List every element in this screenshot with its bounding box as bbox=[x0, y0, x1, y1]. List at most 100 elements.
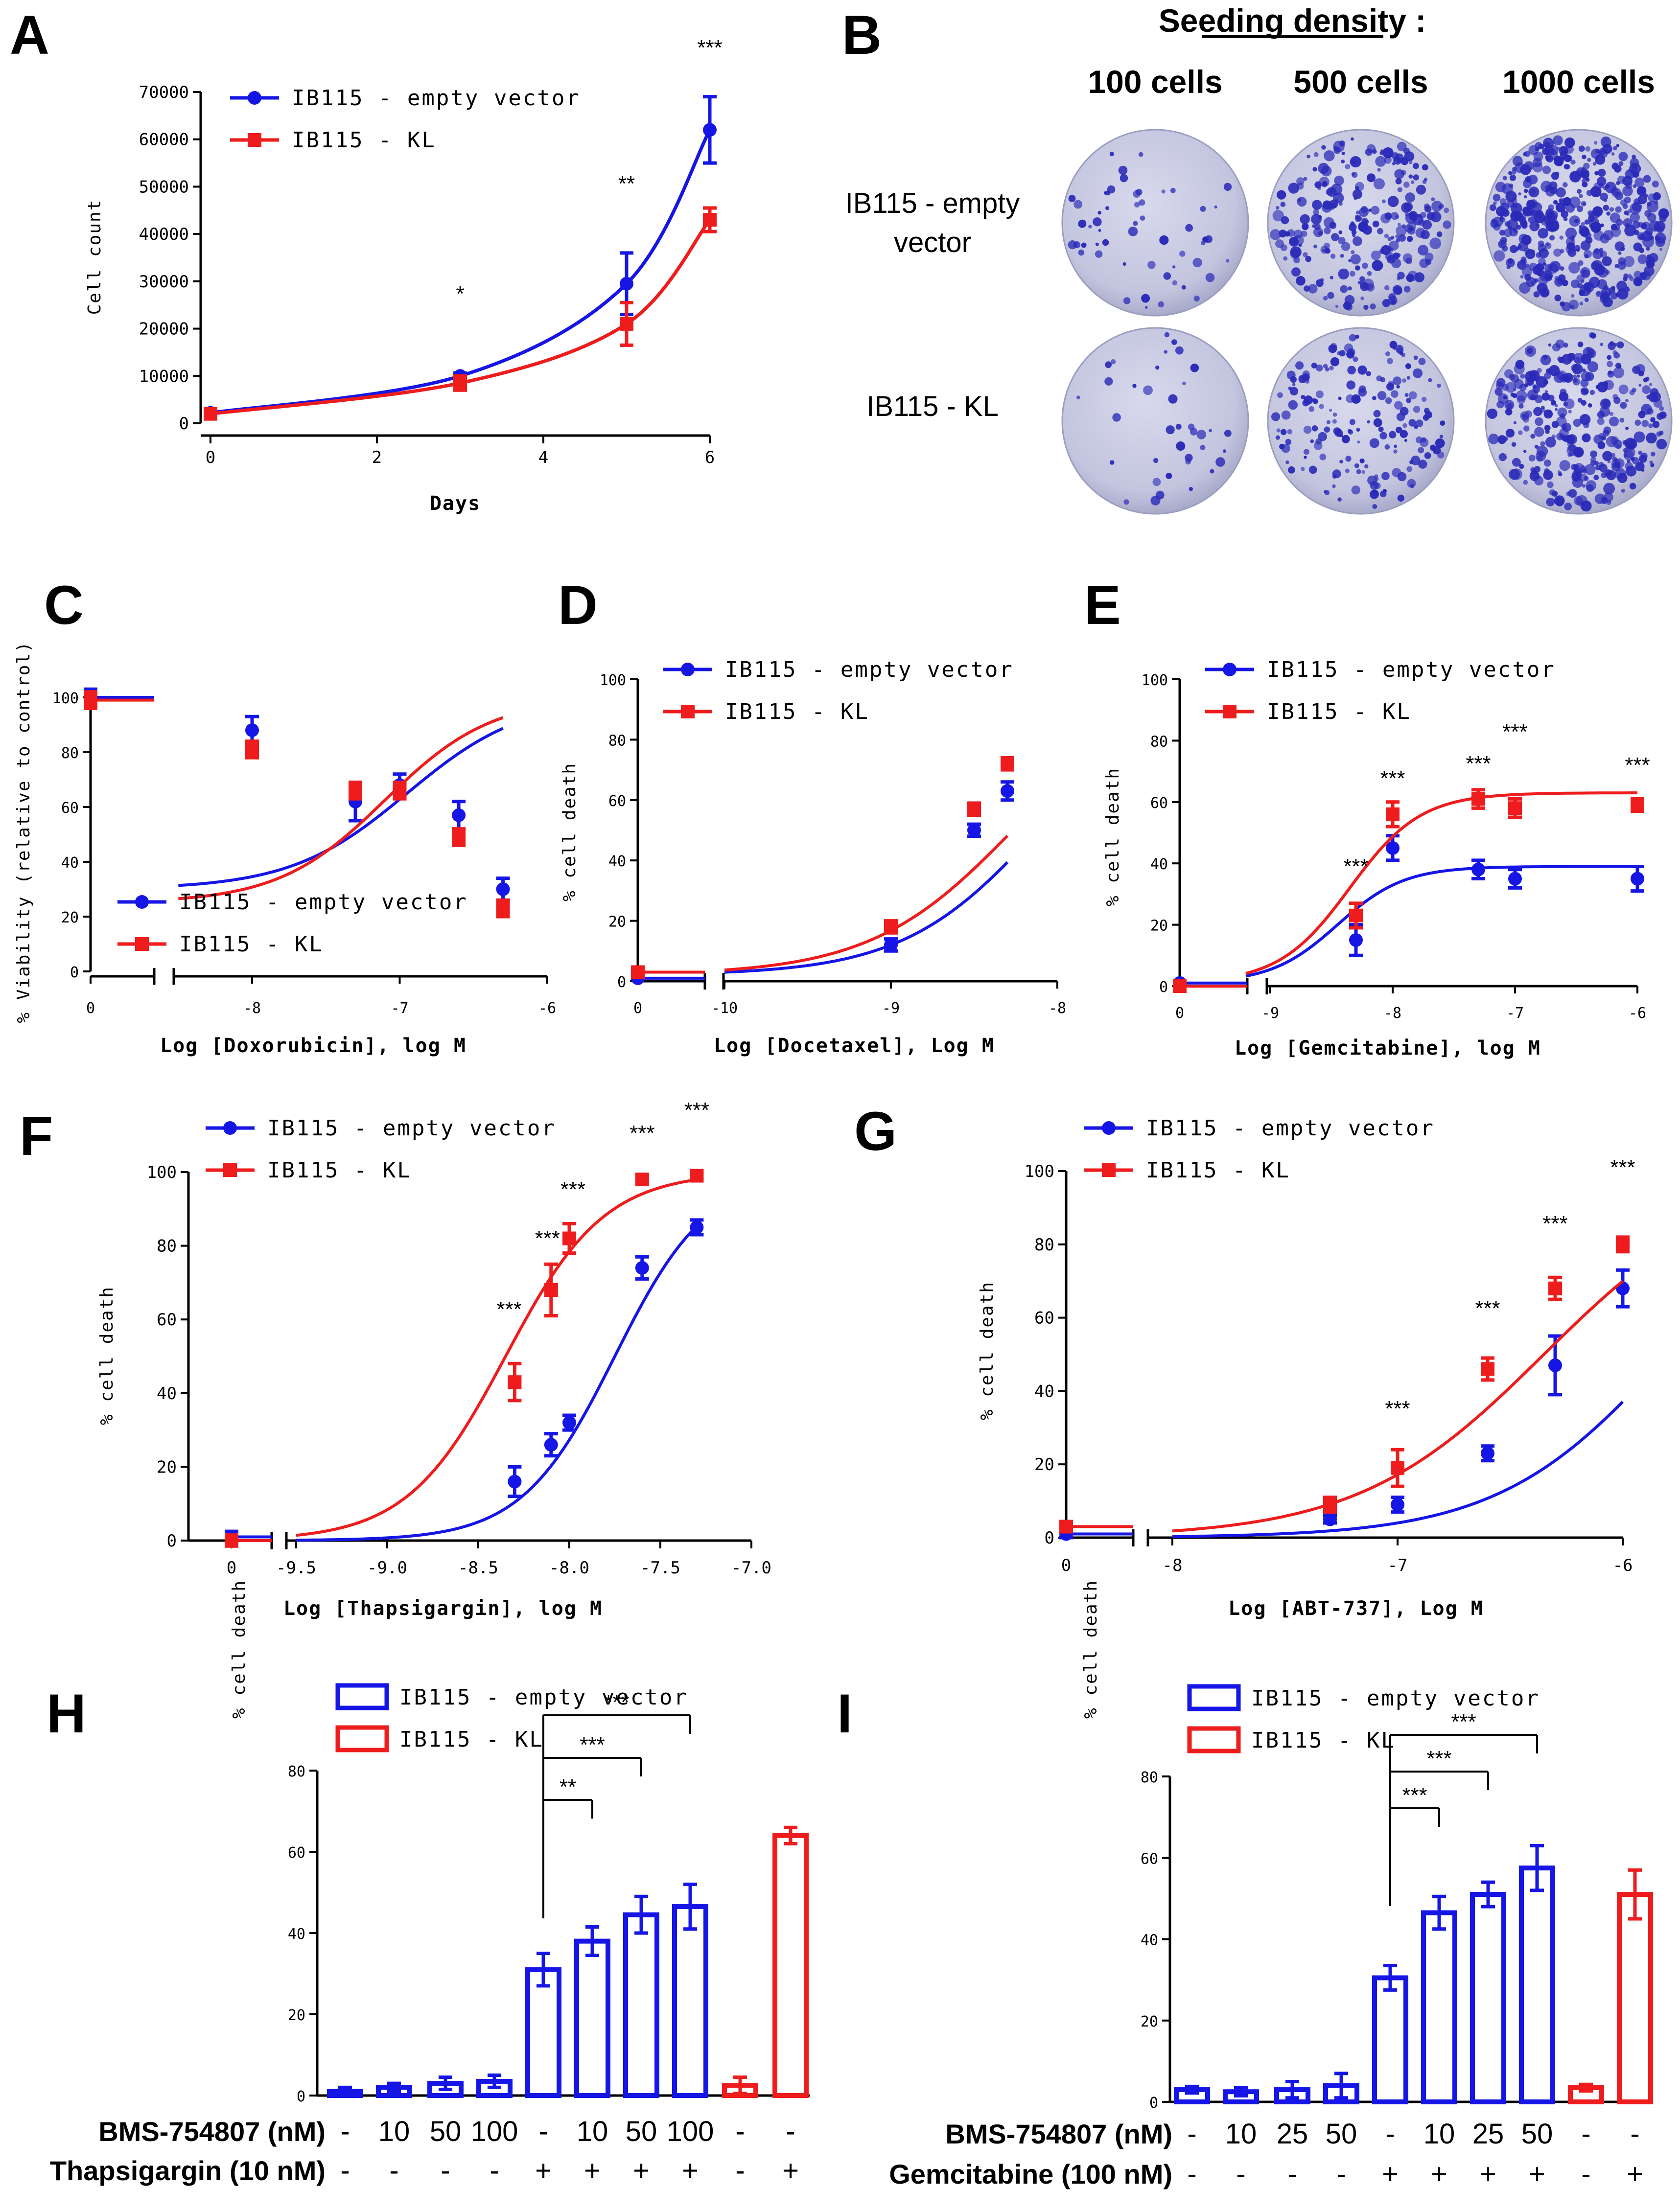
colony bbox=[1582, 179, 1586, 183]
colony bbox=[1544, 274, 1552, 281]
colony bbox=[1520, 411, 1530, 421]
colony bbox=[1397, 276, 1401, 281]
colony bbox=[1301, 230, 1307, 237]
colony bbox=[1344, 343, 1353, 353]
colony bbox=[1286, 370, 1296, 380]
colony bbox=[1354, 463, 1359, 468]
colony bbox=[1633, 230, 1639, 235]
c-data-point bbox=[496, 882, 510, 896]
colony bbox=[1105, 206, 1110, 210]
colony bbox=[1350, 221, 1355, 226]
a-series-line-1 bbox=[210, 218, 711, 416]
colony bbox=[1542, 165, 1551, 174]
colony bbox=[1571, 294, 1575, 298]
colony bbox=[1623, 447, 1628, 453]
colony bbox=[1579, 194, 1583, 198]
colony bbox=[1359, 207, 1369, 217]
f-data-point bbox=[508, 1475, 522, 1489]
colony bbox=[1394, 444, 1398, 448]
colony bbox=[1533, 407, 1542, 416]
i-error-bar bbox=[1185, 2084, 1199, 2095]
colony bbox=[1551, 400, 1557, 406]
i-significance-bracket: *** bbox=[1389, 1783, 1440, 1906]
legend-label-1: IB115 - KL bbox=[399, 1727, 544, 1752]
colony bbox=[1619, 417, 1625, 423]
colony bbox=[1308, 284, 1318, 294]
colony bbox=[1289, 236, 1299, 247]
panel-label-B: B bbox=[842, 4, 882, 66]
colony bbox=[1641, 468, 1645, 472]
colony bbox=[1522, 152, 1527, 157]
colony bbox=[1583, 162, 1590, 169]
colony bbox=[1513, 421, 1517, 425]
colony bbox=[1560, 301, 1565, 307]
colony bbox=[1330, 184, 1343, 195]
colony bbox=[1346, 394, 1354, 403]
h-bracket-label: *** bbox=[580, 1733, 605, 1757]
g-data-point bbox=[1548, 1358, 1562, 1372]
colony bbox=[1159, 235, 1169, 245]
colony bbox=[1592, 161, 1597, 166]
colony bbox=[1529, 199, 1538, 208]
colony bbox=[1594, 461, 1599, 466]
c-data-point bbox=[245, 742, 259, 757]
colony bbox=[1332, 484, 1336, 488]
c-x-axis-label: Log [Doxorubicin], log M bbox=[160, 1035, 467, 1057]
colony bbox=[1534, 444, 1539, 449]
colony bbox=[1642, 385, 1651, 394]
colony bbox=[1098, 229, 1101, 232]
colony bbox=[1270, 229, 1281, 240]
colony bbox=[1081, 242, 1087, 248]
colony bbox=[1620, 402, 1627, 409]
colony bbox=[1103, 191, 1108, 195]
colony bbox=[1515, 360, 1525, 369]
b-row-label-1: IB115 - empty bbox=[845, 187, 1020, 219]
colony bbox=[1388, 381, 1395, 388]
e-significance: *** bbox=[1343, 854, 1368, 878]
i-bracket-label: *** bbox=[1402, 1783, 1427, 1807]
colony bbox=[1162, 235, 1166, 239]
colony bbox=[1649, 259, 1654, 264]
colony bbox=[1311, 425, 1318, 432]
colony bbox=[1650, 451, 1656, 457]
colony bbox=[1338, 396, 1342, 400]
colony bbox=[1562, 279, 1568, 286]
colony bbox=[1393, 449, 1398, 454]
colony bbox=[1624, 210, 1629, 215]
colony bbox=[1611, 152, 1615, 156]
colony bbox=[1340, 253, 1344, 258]
colony bbox=[1537, 368, 1542, 373]
legend-marker-1 bbox=[248, 133, 261, 147]
f-data-point bbox=[562, 1416, 576, 1430]
f-x-tick-label: -9.0 bbox=[367, 1558, 407, 1578]
colony bbox=[1366, 371, 1372, 376]
h-row1-value: - bbox=[735, 2116, 745, 2147]
colony bbox=[1524, 161, 1534, 171]
colony bbox=[1315, 279, 1324, 287]
panel-label-I: I bbox=[837, 1683, 852, 1744]
colony bbox=[1330, 253, 1336, 259]
colony bbox=[1638, 384, 1642, 387]
h-row2-value: - bbox=[389, 2155, 398, 2187]
colony bbox=[1346, 303, 1353, 311]
e-x-tick-label: -9 bbox=[1261, 1005, 1279, 1022]
colony bbox=[1587, 158, 1591, 162]
e-fit-curve-0 bbox=[1245, 865, 1637, 978]
y-axis-label: % Viability (relative to control) bbox=[14, 641, 34, 1023]
legend-marker-1 bbox=[135, 937, 149, 951]
colony bbox=[1351, 250, 1355, 254]
i-error-bar bbox=[1481, 1880, 1495, 1909]
colony bbox=[1544, 372, 1551, 380]
y-tick-label: 40 bbox=[1034, 1382, 1054, 1401]
c-data-point bbox=[349, 783, 363, 798]
colony bbox=[1544, 468, 1550, 474]
i-row2-value: + bbox=[1627, 2158, 1643, 2190]
h-error-bar bbox=[439, 2075, 452, 2092]
colony bbox=[1504, 369, 1514, 378]
colony bbox=[1579, 414, 1591, 425]
colony bbox=[1522, 206, 1531, 215]
colony bbox=[1390, 212, 1399, 220]
colony bbox=[1525, 249, 1536, 259]
colony bbox=[1654, 192, 1660, 199]
h-row2-value: + bbox=[633, 2155, 650, 2187]
